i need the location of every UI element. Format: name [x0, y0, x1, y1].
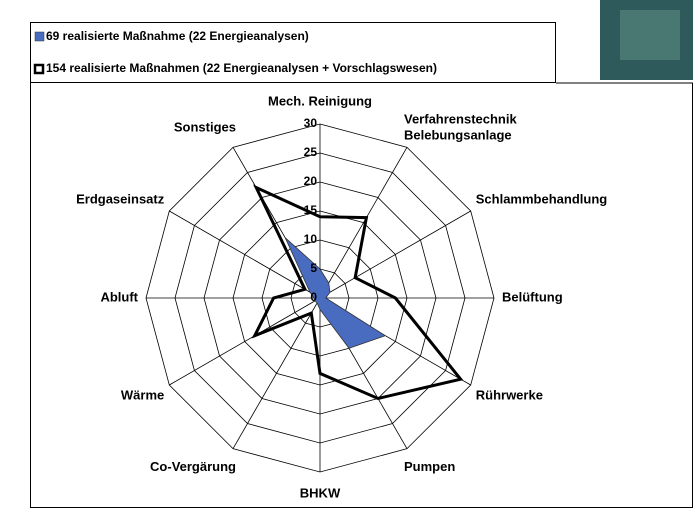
spoke — [233, 298, 320, 449]
y-tick-label: 30 — [304, 116, 318, 130]
y-tick-label: 15 — [304, 203, 318, 217]
category-label: Co-Vergärung — [150, 459, 236, 474]
category-label: BHKW — [300, 485, 341, 500]
category-label: Abluft — [100, 289, 138, 304]
legend-swatch — [35, 32, 44, 41]
photo-detail — [620, 10, 680, 60]
y-tick-label: 25 — [304, 145, 318, 159]
category-label: Wärme — [121, 387, 164, 402]
y-tick-label: 10 — [304, 232, 318, 246]
category-label: Mech. Reinigung — [268, 93, 372, 108]
spoke — [320, 147, 407, 298]
series-line — [255, 187, 461, 398]
category-label: Pumpen — [404, 459, 455, 474]
category-label: Belüftung — [502, 289, 563, 304]
y-tick-label: 20 — [304, 174, 318, 188]
legend-label: 69 realisierte Maßnahme (22 Energieanaly… — [46, 29, 309, 43]
spoke — [169, 298, 320, 385]
category-label: Erdgaseinsatz — [76, 191, 165, 206]
category-label: Rührwerke — [476, 387, 543, 402]
y-tick-label: 0 — [310, 290, 317, 304]
spoke — [320, 211, 471, 298]
y-tick-label: 5 — [310, 261, 317, 275]
category-label: Sonstiges — [174, 120, 236, 135]
legend-label: 154 realisierte Maßnahmen (22 Energieana… — [46, 61, 437, 75]
category-label: Schlammbehandlung — [476, 191, 608, 206]
chart: 69 realisierte Maßnahme (22 Energieanaly… — [0, 0, 693, 508]
